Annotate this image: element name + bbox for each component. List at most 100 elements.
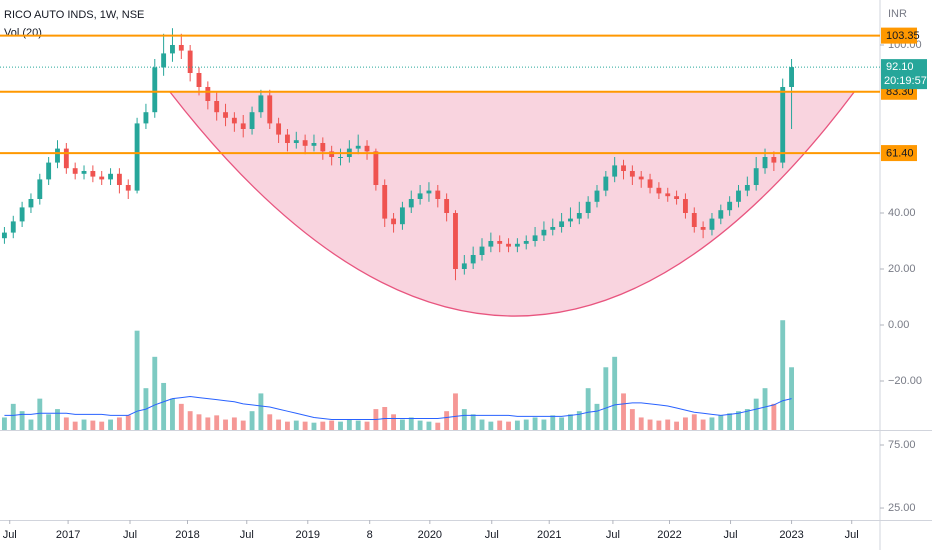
volume-bar <box>311 422 317 430</box>
candle-body <box>621 165 626 171</box>
volume-bar <box>453 393 458 430</box>
candle-body <box>718 210 724 219</box>
volume-bar <box>771 403 777 430</box>
candle-body <box>638 176 644 180</box>
x-tick-label: 2019 <box>296 529 320 541</box>
candle-body <box>231 117 237 124</box>
volume-bar <box>682 417 688 430</box>
x-tick-label: 2020 <box>418 529 442 541</box>
volume-bar <box>629 409 635 430</box>
volume-bar <box>647 419 653 430</box>
candle-body <box>603 176 609 191</box>
x-tick-label: Jul <box>724 529 738 541</box>
candle-body <box>453 212 458 269</box>
volume-bar <box>497 420 503 430</box>
level-label: 61.40 <box>886 147 914 159</box>
volume-bar <box>170 398 175 430</box>
candle-body <box>10 221 16 233</box>
volume-bar <box>744 409 750 430</box>
candle-body <box>417 193 423 199</box>
volume-bar <box>753 398 759 430</box>
candle-body <box>744 184 750 191</box>
volume-bar <box>391 414 396 430</box>
volume-bar <box>37 398 43 430</box>
volume-bar <box>709 417 715 430</box>
candle-body <box>568 218 573 222</box>
volume-bar <box>700 419 706 430</box>
volume-bar <box>196 414 202 430</box>
candle-body <box>541 229 547 236</box>
candle-body <box>629 170 635 177</box>
candle-body <box>461 263 467 269</box>
volume-bar <box>727 413 733 430</box>
candle-body <box>72 168 78 174</box>
volume-bar <box>161 382 167 430</box>
candle-body <box>55 148 60 163</box>
candle-body <box>373 151 379 185</box>
volume-bar <box>90 420 96 430</box>
candle-body <box>364 145 370 152</box>
volume-bar <box>612 356 618 430</box>
candle-body <box>329 151 335 157</box>
y-tick-label: 20.00 <box>888 263 916 275</box>
volume-bar <box>762 388 768 430</box>
candle-body <box>258 95 264 113</box>
last-price-label: 92.10 <box>886 61 914 73</box>
volume-bar <box>285 421 290 430</box>
volume-bar <box>523 419 529 430</box>
candle-body <box>612 165 618 177</box>
candle-body <box>576 212 582 219</box>
volume-bar <box>550 415 556 430</box>
volume-bar <box>134 330 140 430</box>
volume-bar <box>559 417 565 430</box>
level-label-box <box>881 145 917 162</box>
volume-bar <box>1 417 7 430</box>
candle-body <box>152 67 158 113</box>
candle-body <box>514 243 520 247</box>
volume-bar <box>621 393 626 430</box>
candle-body <box>81 170 87 174</box>
candle-body <box>276 123 282 135</box>
candle-body <box>108 173 113 180</box>
candle-body <box>338 156 343 158</box>
candle-body <box>426 190 432 194</box>
y-tick-label: 40.00 <box>888 207 916 219</box>
volume-bar <box>72 421 78 430</box>
candle-body <box>550 226 556 230</box>
x-tick-label: Jul <box>240 529 254 541</box>
candle-body <box>762 156 768 169</box>
candle-body <box>302 140 308 146</box>
level-label: 83.30 <box>886 86 914 98</box>
candle-body <box>28 198 34 208</box>
x-tick-label: 2018 <box>175 529 199 541</box>
candle-body <box>187 50 193 73</box>
volume-bar <box>514 420 520 430</box>
volume-bar <box>541 419 547 430</box>
volume-bar <box>178 403 184 430</box>
candle-body <box>736 190 741 202</box>
candle-body <box>488 240 494 247</box>
volume-bar <box>302 421 308 430</box>
volume-bar <box>444 411 450 430</box>
candle-body <box>134 123 140 191</box>
candle-body <box>771 156 777 163</box>
volume-bar <box>338 421 343 430</box>
candle-body <box>789 67 794 87</box>
candle-body <box>223 112 228 118</box>
currency: INR <box>888 8 907 20</box>
candle-body <box>691 212 697 227</box>
x-tick-label: Jul <box>606 529 620 541</box>
x-tick-label: Jul <box>845 529 859 541</box>
volume-bar <box>346 419 352 430</box>
volume-ma <box>4 396 792 421</box>
volume-bar <box>152 356 158 430</box>
cup-shape <box>168 91 856 317</box>
lower-tick-label: 25.00 <box>888 502 916 514</box>
candle-body <box>240 123 246 129</box>
candle-body <box>116 173 122 185</box>
candle-body <box>682 198 688 213</box>
volume-bar <box>736 411 741 430</box>
candle-body <box>37 179 43 199</box>
x-tick-label: 2023 <box>779 529 803 541</box>
